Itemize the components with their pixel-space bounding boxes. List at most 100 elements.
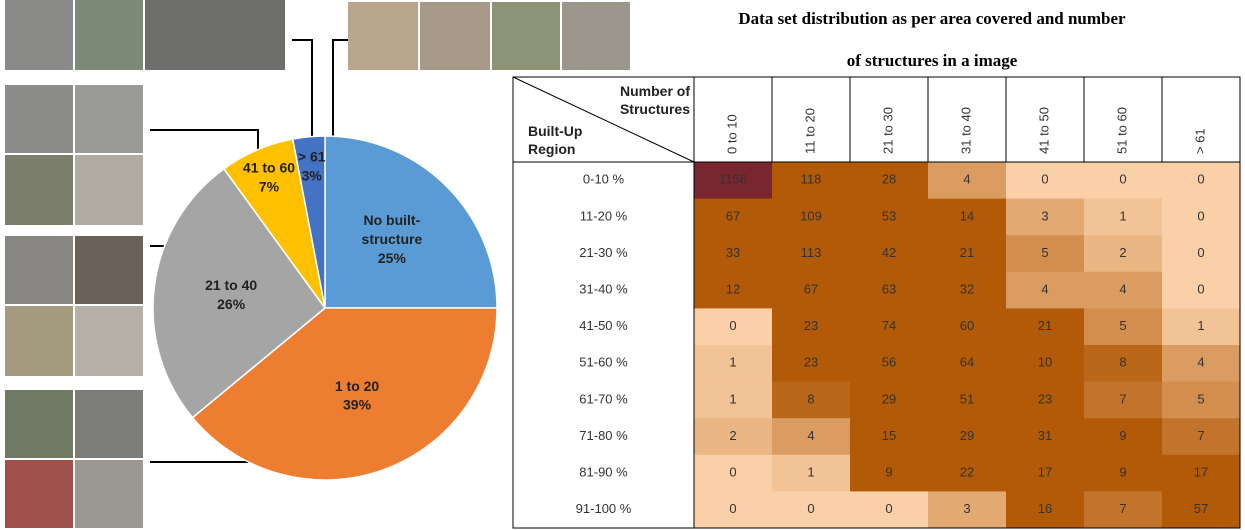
heatmap-cell: [850, 345, 929, 383]
heatmap-cell: [1006, 454, 1085, 492]
cell-value: 1: [729, 391, 736, 406]
cell-value: 0: [729, 318, 736, 333]
thumbnail: [348, 2, 418, 70]
cell-value: 0: [807, 501, 814, 516]
heatmap-cell: [850, 381, 929, 419]
pie-slice: [191, 307, 498, 481]
heatmap-cell: [1162, 198, 1241, 236]
column-label: 11 to 20: [802, 108, 817, 154]
cell-value: 42: [882, 245, 896, 260]
cell-value: 21: [960, 245, 974, 260]
heatmap-cell: [928, 491, 1007, 529]
heatmap-cell: [1084, 491, 1163, 529]
cell-value: 109: [800, 208, 822, 223]
cell-value: 21: [1038, 318, 1052, 333]
cell-value: 53: [882, 208, 896, 223]
heatmap-cell: [694, 418, 773, 456]
heatmap-cell: [1006, 162, 1085, 200]
heatmap-cell: [850, 271, 929, 309]
cell-value: 32: [960, 282, 974, 297]
cell-value: 17: [1194, 465, 1208, 480]
thumbnail: [145, 0, 285, 70]
cell-value: 29: [882, 391, 896, 406]
heatmap-cell: [772, 308, 851, 346]
column-label: 41 to 50: [1036, 107, 1051, 154]
heatmap-cell: [1162, 491, 1241, 529]
heatmap-cell: [1006, 381, 1085, 419]
cell-value: 5: [1119, 318, 1126, 333]
cell-value: 1: [1119, 208, 1126, 223]
slice-label: 21 to 40: [205, 277, 257, 293]
heatmap-cell: [1084, 454, 1163, 492]
heatmap-cell: [1084, 198, 1163, 236]
slice-value-label: 7%: [259, 178, 280, 194]
thumbnail: [75, 155, 143, 225]
heatmap-cell: [928, 454, 1007, 492]
heatmap-cell: [772, 491, 851, 529]
cell-value: 0: [729, 465, 736, 480]
pie-slice: [152, 167, 327, 419]
thumbnail: [75, 0, 143, 70]
heatmap-cell: [1006, 271, 1085, 309]
slice-value-label: 25%: [378, 250, 407, 266]
heatmap-cell: [1084, 162, 1163, 200]
cell-value: 67: [804, 282, 818, 297]
row-label: 61-70 %: [579, 391, 628, 406]
row-label: 41-50 %: [579, 318, 628, 333]
heatmap-cell: [772, 418, 851, 456]
cell-value: 4: [1041, 282, 1048, 297]
heatmap-cell: [1162, 418, 1241, 456]
heatmap-cell: [772, 162, 851, 200]
cell-value: 23: [804, 355, 818, 370]
heatmap-cell: [928, 271, 1007, 309]
cell-value: 0: [1041, 172, 1048, 187]
pie-slice: [291, 135, 326, 309]
heatmap-cell: [1006, 491, 1085, 529]
cell-value: 0: [1119, 172, 1126, 187]
cell-value: 56: [882, 355, 896, 370]
heatmap-cell: [1006, 418, 1085, 456]
row-label: 51-60 %: [579, 355, 628, 370]
row-label: 81-90 %: [579, 465, 628, 480]
cell-value: 74: [882, 318, 896, 333]
heatmap-cell: [694, 308, 773, 346]
cell-value: 1: [1197, 318, 1204, 333]
column-label: 0 to 10: [724, 114, 739, 154]
cell-value: 51: [960, 391, 974, 406]
cell-value: 7: [1119, 391, 1126, 406]
heatmap-cell: [1162, 308, 1241, 346]
heatmap-cell: [694, 271, 773, 309]
cell-value: 28: [882, 172, 896, 187]
thumbnail: [5, 236, 73, 304]
cell-value: 0: [885, 501, 892, 516]
row-label: 11-20 %: [580, 208, 628, 223]
slice-value-label: 26%: [217, 296, 246, 312]
cell-value: 7: [1119, 501, 1126, 516]
heatmap-cell: [1162, 162, 1241, 200]
slice-label: 1 to 20: [335, 378, 380, 394]
thumbnail: [5, 85, 73, 153]
cell-value: 0: [1197, 172, 1204, 187]
heatmap-cell: [850, 308, 929, 346]
heatmap-cell: [694, 454, 773, 492]
column-label: 31 to 40: [958, 107, 973, 154]
cell-value: 4: [807, 428, 814, 443]
heatmap-cell: [772, 454, 851, 492]
pie-chart: No built-structure 25% 1 to 20 39% 21 to 40 2…: [152, 135, 498, 481]
cell-value: 60: [960, 318, 974, 333]
cell-value: 1: [729, 355, 736, 370]
heatmap-cell: [694, 345, 773, 383]
thumbnail: [5, 460, 73, 528]
heatmap-cell: [1084, 308, 1163, 346]
heatmap-cell: [772, 345, 851, 383]
column-label: 21 to 30: [880, 107, 895, 154]
heatmap-cell: [1162, 235, 1241, 273]
row-label: 31-40 %: [579, 282, 628, 297]
heatmap-cell: [850, 418, 929, 456]
cell-value: 9: [885, 465, 892, 480]
cell-value: 29: [960, 428, 974, 443]
heatmap-cell: [1162, 454, 1241, 492]
cell-value: 5: [1197, 391, 1204, 406]
cell-value: 0: [729, 501, 736, 516]
slice-label: No built-structure: [362, 212, 423, 247]
